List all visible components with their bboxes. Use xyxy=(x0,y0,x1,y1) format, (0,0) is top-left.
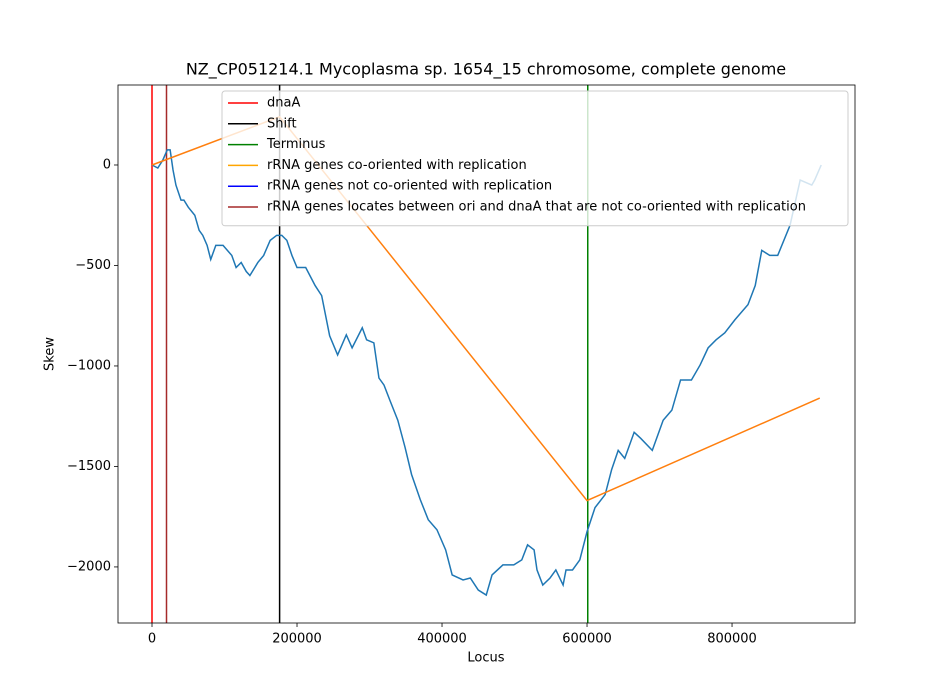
series-line xyxy=(151,149,822,597)
x-tick-label: 600000 xyxy=(562,632,612,647)
legend-label: rRNA genes co-oriented with replication xyxy=(267,158,527,173)
legend-label: rRNA genes not co-oriented with replicat… xyxy=(267,179,552,194)
series-line xyxy=(151,115,821,502)
x-axis-label: Locus xyxy=(467,651,504,666)
legend-box xyxy=(221,90,849,227)
chart-title: NZ_CP051214.1 Mycoplasma sp. 1654_15 chr… xyxy=(186,60,786,80)
x-tick-label: 800000 xyxy=(707,632,757,647)
legend-label: Shift xyxy=(267,116,297,131)
x-tick-label: 200000 xyxy=(272,632,322,647)
x-tick-label: 400000 xyxy=(417,632,467,647)
legend-label: Terminus xyxy=(266,137,326,152)
y-tick-label: 0 xyxy=(103,157,111,172)
y-axis-label: Skew xyxy=(43,337,58,371)
axes-frame xyxy=(117,84,856,624)
legend-label: dnaA xyxy=(267,96,300,111)
legend-label: rRNA genes locates between ori and dnaA … xyxy=(267,200,806,215)
x-tick-label: 0 xyxy=(148,632,156,647)
y-tick-label: −500 xyxy=(75,258,111,273)
y-tick-label: −2000 xyxy=(67,559,111,574)
y-tick-label: −1000 xyxy=(67,358,111,373)
y-tick-label: −1500 xyxy=(67,459,111,474)
